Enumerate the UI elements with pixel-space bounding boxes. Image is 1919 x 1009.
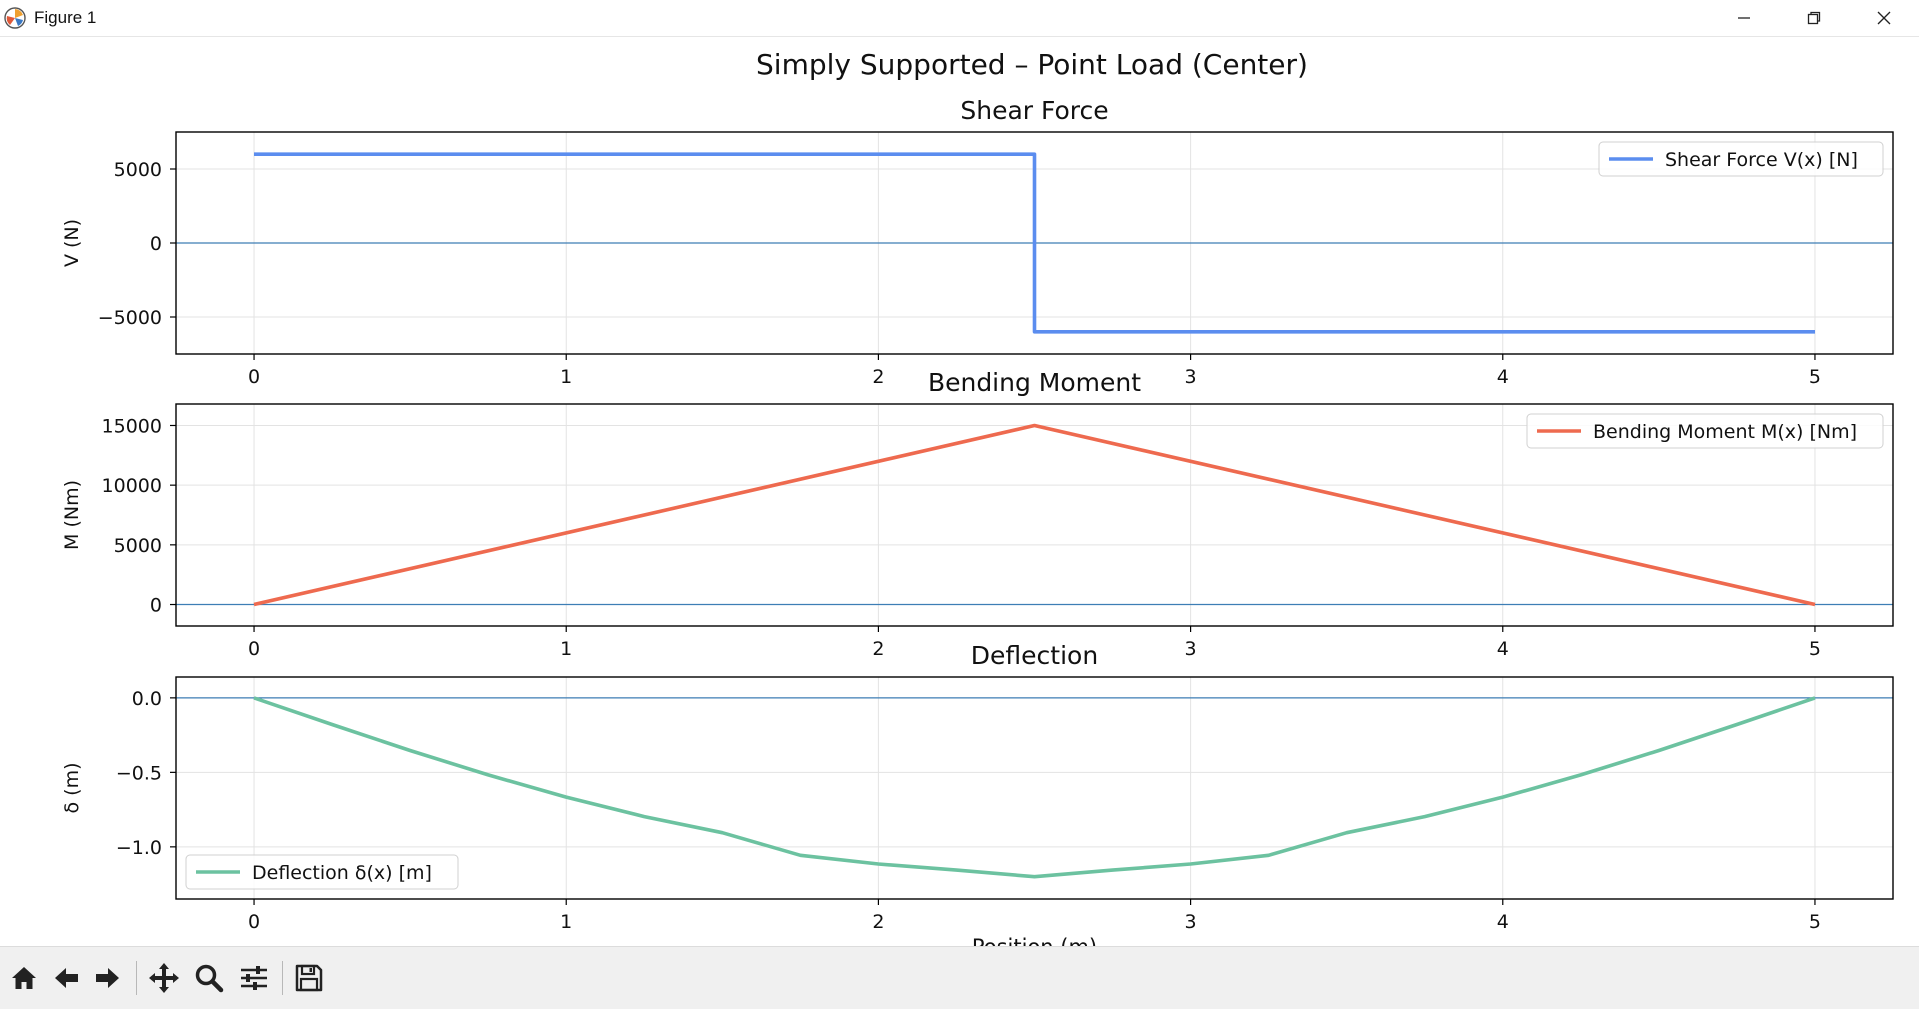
subplot-title: Shear Force (960, 96, 1108, 125)
y-tick-label: −0.5 (116, 762, 162, 784)
x-tick-label: 3 (1185, 366, 1197, 388)
y-tick-label: 5000 (114, 535, 162, 557)
x-tick-label: 1 (560, 366, 572, 388)
x-tick-label: 5 (1809, 911, 1821, 933)
x-tick-label: 0 (248, 911, 260, 933)
legend: Deflection δ(x) [m] (185, 854, 459, 890)
restore-icon (1807, 11, 1821, 25)
figure-suptitle: Simply Supported – Point Load (Center) (756, 48, 1308, 81)
save-button[interactable] (291, 960, 327, 996)
pan-button[interactable] (146, 960, 182, 996)
subplot-2: 0 1 2 3 4 5 15000 10000 5000 0 M (Nm) Bending Momen… (61, 368, 1894, 660)
window-titlebar: Figure 1 (0, 0, 1919, 37)
x-tick-label: 3 (1185, 638, 1197, 660)
save-disk-icon (295, 964, 323, 992)
y-tick-label: 10000 (102, 475, 162, 497)
legend-label: Deflection δ(x) [m] (252, 862, 432, 884)
axes-frame (175, 403, 1894, 627)
figure-svg: Simply Supported – Point Load (Center) 0… (61, 48, 1894, 946)
series-line (253, 696, 1816, 879)
x-tick-label: 5 (1809, 638, 1821, 660)
y-tick-label: −5000 (98, 307, 162, 329)
matplotlib-logo-icon (4, 7, 26, 29)
configure-subplots-icon (241, 966, 267, 990)
minimize-icon (1738, 17, 1750, 19)
home-button[interactable] (6, 960, 42, 996)
legend-frame (1526, 413, 1884, 449)
y-tick-label: 0 (150, 233, 162, 255)
figure-canvas[interactable]: Simply Supported – Point Load (Center) 0… (0, 36, 1919, 946)
x-tick-label: 0 (248, 366, 260, 388)
forward-arrow-icon (96, 968, 119, 988)
y-tick-label: 0.0 (132, 688, 162, 710)
legend: Shear Force V(x) [N] (1598, 141, 1884, 177)
navigation-toolbar (0, 946, 1919, 1009)
back-arrow-icon (55, 968, 78, 988)
y-axis-label: δ (m) (61, 763, 83, 814)
x-tick-label: 1 (560, 911, 572, 933)
subplot-1: 0 1 2 3 4 5 5000 0 −5000 V (N) Shear Force Shear Fo… (61, 96, 1894, 388)
y-tick-label: −1.0 (116, 837, 162, 859)
configure-subplots-button[interactable] (236, 960, 272, 996)
pan-move-icon (149, 963, 179, 993)
close-icon (1877, 11, 1891, 25)
y-tick-label: 15000 (102, 415, 162, 437)
subplot-3: 0 1 2 3 4 5 0.0 −0.5 −1.0 δ (m) Deflection Deflecti… (61, 641, 1894, 933)
toolbar-separator (282, 961, 283, 995)
x-tick-label: 0 (248, 638, 260, 660)
x-tick-label: 5 (1809, 366, 1821, 388)
close-button[interactable] (1849, 0, 1919, 36)
legend-label: Shear Force V(x) [N] (1665, 149, 1858, 171)
legend-frame (185, 854, 459, 890)
back-button[interactable] (48, 960, 84, 996)
toolbar-separator (136, 961, 137, 995)
y-axis-label: M (Nm) (61, 480, 83, 550)
legend: Bending Moment M(x) [Nm] (1526, 413, 1884, 449)
axes-frame (175, 676, 1894, 900)
zoom-button[interactable] (191, 960, 227, 996)
x-tick-label: 1 (560, 638, 572, 660)
series-line (254, 152, 1815, 334)
legend-frame (1598, 141, 1884, 177)
x-tick-label: 2 (872, 911, 884, 933)
x-axis-label: Position (m) (972, 935, 1097, 946)
series-line (253, 423, 1816, 607)
zoom-magnifier-icon (195, 964, 224, 993)
restore-button[interactable] (1779, 0, 1849, 36)
x-tick-label: 4 (1497, 366, 1509, 388)
forward-button[interactable] (90, 960, 126, 996)
subplot-title: Bending Moment (928, 368, 1141, 397)
window-title: Figure 1 (34, 8, 97, 27)
y-tick-label: 5000 (114, 159, 162, 181)
y-tick-label: 0 (150, 595, 162, 617)
minimize-button[interactable] (1709, 0, 1779, 36)
x-tick-label: 3 (1185, 911, 1197, 933)
y-axis-label: V (N) (61, 219, 83, 267)
x-tick-label: 4 (1497, 638, 1509, 660)
x-tick-label: 4 (1497, 911, 1509, 933)
home-icon (12, 967, 36, 989)
x-tick-label: 2 (872, 638, 884, 660)
x-tick-label: 2 (872, 366, 884, 388)
subplot-title: Deflection (971, 641, 1098, 670)
legend-label: Bending Moment M(x) [Nm] (1593, 421, 1857, 443)
